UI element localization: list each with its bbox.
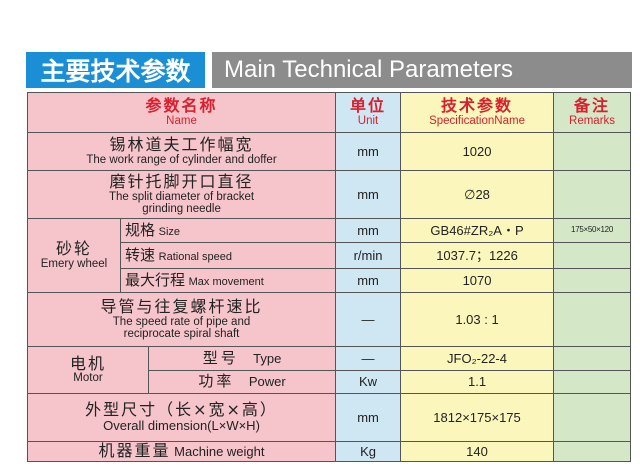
spec: 1.1 (400, 370, 555, 394)
remarks (553, 370, 632, 394)
spec: ∅28 (400, 170, 555, 219)
param-name: 外型尺寸（长×宽×高） (85, 400, 278, 420)
remarks (553, 441, 632, 462)
spec: GB46#ZR₂A・P (400, 218, 555, 243)
param-name: 机器重量 Machine weight (26, 441, 337, 462)
emery-wheel-group: 砂轮 Emery wheel (27, 218, 121, 293)
table-row: 锡林道夫工作幅宽 The work range of cylinder and d… (26, 132, 632, 171)
param-name: 锡林道夫工作幅宽 (109, 135, 254, 155)
param-name-en: The split diameter of bracket grinding n… (108, 190, 255, 215)
title-en: Main Technical Parameters (212, 52, 632, 88)
remarks (553, 292, 632, 347)
param-name: 导管与往复螺杆速比 (100, 297, 263, 317)
param-name: 功率 Power (147, 370, 337, 394)
param-name-en: The speed rate of pipe and reciprocate s… (112, 315, 251, 340)
header-unit: 单位 Unit (335, 92, 402, 133)
table-row: 砂轮 Emery wheel 规格 Size mm GB46#ZR₂A・P 175… (27, 218, 632, 293)
table-row: 外型尺寸（长×宽×高） Overall dimension(L×W×H) mm 1… (26, 393, 632, 442)
remarks (553, 242, 632, 269)
param-name: 转速 Rational speed (119, 242, 337, 269)
unit: — (335, 346, 402, 371)
remarks (553, 268, 632, 293)
param-name-en: The work range of cylinder and doffer (86, 153, 277, 166)
unit: mm (335, 393, 402, 442)
table-row: 转速 Rational speed r/min 1037.7；1226 (28, 242, 632, 269)
spec: 1037.7；1226 (400, 242, 555, 269)
param-name: 规格 Size (119, 218, 337, 243)
unit: mm (335, 170, 402, 219)
table-row: 电机 Motor 型号 Type — JFO₂-22-4 (27, 346, 632, 394)
table-row: 功率 Power Kw 1.1 (28, 370, 632, 394)
remarks: 175×50×120 (553, 218, 632, 243)
header-remarks: 备注 Remarks (553, 92, 632, 133)
header-row: 参数名称 Name 单位 Unit 技术参数 SpecificationName 备注… (26, 92, 632, 133)
title-cn: 主要技术参数 (26, 52, 205, 88)
unit: mm (335, 218, 402, 243)
remarks (553, 346, 632, 371)
param-name: 磨针托脚开口直径 (109, 172, 254, 192)
table-row: 导管与往复螺杆速比 The speed rate of pipe and reci… (26, 292, 632, 347)
unit: — (335, 292, 402, 347)
table-row: 机器重量 Machine weight Kg 140 (26, 441, 632, 462)
header-spec: 技术参数 SpecificationName (400, 92, 555, 133)
unit: Kw (335, 370, 402, 394)
unit: mm (335, 132, 402, 171)
unit: mm (335, 268, 402, 293)
unit: Kg (335, 441, 402, 462)
spec: 140 (400, 441, 555, 462)
param-name: 最大行程 Max movement (119, 268, 337, 293)
param-name-en: Overall dimension(L×W×H) (103, 418, 260, 434)
spec: 1070 (400, 268, 555, 293)
header-name: 参数名称 Name (26, 92, 337, 133)
unit: r/min (335, 242, 402, 269)
remarks (553, 393, 632, 442)
spec: JFO₂-22-4 (400, 346, 555, 371)
remarks (553, 170, 632, 219)
table-row: 磨针托脚开口直径 The split diameter of bracket gr… (26, 170, 632, 219)
parameters-table: 参数名称 Name 单位 Unit 技术参数 SpecificationName 备注… (26, 92, 632, 462)
remarks (553, 132, 632, 171)
param-name: 型号 Type (147, 346, 337, 371)
spec: 1020 (400, 132, 555, 171)
table-row: 最大行程 Max movement mm 1070 (28, 268, 632, 293)
spec: 1.03 : 1 (400, 292, 555, 347)
spec: 1812×175×175 (400, 393, 555, 442)
motor-group: 电机 Motor (27, 346, 149, 394)
